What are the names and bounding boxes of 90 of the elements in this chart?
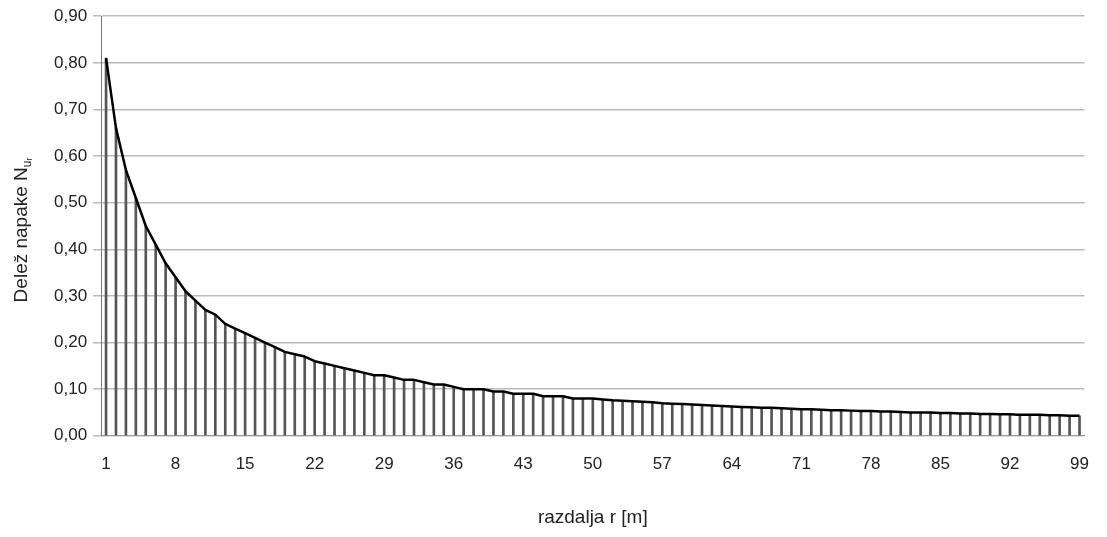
bar — [740, 406, 744, 436]
bar — [809, 408, 813, 436]
y-tick-label: 0,10 — [53, 378, 88, 398]
bar — [502, 391, 505, 436]
bar — [492, 391, 495, 436]
bar — [144, 225, 148, 436]
bar — [949, 412, 952, 436]
bar — [601, 399, 605, 436]
x-tick-label: 92 — [1000, 453, 1020, 473]
x-axis-title: razdalja r [m] — [537, 505, 648, 527]
bar — [790, 408, 793, 436]
bar — [978, 413, 982, 436]
bar — [909, 412, 912, 436]
bar — [780, 407, 783, 436]
bar — [174, 276, 177, 436]
bar — [353, 370, 356, 436]
bar — [511, 393, 515, 436]
bar — [819, 409, 823, 436]
y-tick-label: 0,00 — [53, 425, 88, 445]
x-tick-label: 78 — [861, 453, 881, 473]
x-tick-label: 36 — [444, 453, 464, 473]
y-tick-label: 0,70 — [53, 99, 88, 119]
bar — [1048, 414, 1052, 436]
bar — [382, 374, 386, 436]
bar — [829, 409, 833, 436]
bar — [680, 403, 684, 436]
bar — [621, 400, 624, 436]
x-tick-label: 1 — [101, 453, 111, 473]
bar — [531, 393, 535, 436]
x-tick-label: 8 — [170, 453, 181, 473]
x-tick-label: 50 — [583, 453, 603, 473]
bar — [1078, 415, 1081, 436]
y-tick-label: 0,40 — [53, 239, 88, 258]
x-tick-label: 64 — [722, 453, 742, 473]
bar — [223, 323, 227, 436]
bar — [343, 367, 346, 436]
x-tick-label: 29 — [374, 453, 394, 473]
bar — [800, 408, 803, 436]
bar — [919, 412, 922, 436]
y-tick-label: 0,60 — [53, 145, 88, 165]
x-tick-label: 71 — [791, 453, 811, 473]
y-tick-label: 0,80 — [53, 52, 88, 72]
bar — [760, 407, 763, 436]
bar — [303, 356, 307, 436]
bar — [929, 412, 932, 436]
bar — [184, 290, 187, 436]
bar — [233, 328, 237, 436]
bar — [770, 407, 773, 436]
bar — [482, 388, 485, 436]
bar — [521, 393, 525, 436]
bar — [660, 402, 664, 436]
bar — [323, 363, 326, 436]
x-tick-label: 15 — [235, 453, 255, 473]
bar — [442, 384, 446, 436]
bar — [968, 413, 972, 436]
bar — [651, 401, 654, 436]
bar — [293, 353, 297, 436]
bar — [611, 400, 614, 436]
bar — [631, 400, 634, 436]
bar — [889, 411, 893, 436]
bar — [899, 411, 903, 436]
bar — [313, 360, 316, 436]
bar — [472, 388, 475, 436]
bar — [670, 403, 674, 436]
x-tick-label: 99 — [1070, 453, 1089, 473]
bar — [939, 412, 942, 436]
bar — [641, 401, 644, 436]
bar — [362, 372, 366, 436]
bar — [372, 374, 376, 436]
bar — [591, 398, 595, 436]
bar — [750, 407, 754, 436]
bar — [1038, 414, 1042, 436]
x-tick-label: 85 — [930, 453, 950, 473]
bar — [1058, 414, 1061, 436]
y-tick-label: 0,90 — [53, 5, 88, 25]
y-tick-label: 0,30 — [53, 285, 88, 305]
bar — [452, 386, 456, 436]
x-tick-label: 22 — [305, 453, 325, 473]
x-tick-label: 43 — [513, 453, 533, 473]
bar — [958, 413, 962, 436]
bar — [333, 365, 336, 436]
x-tick-label: 57 — [652, 453, 672, 473]
bar — [164, 262, 167, 436]
bar — [213, 314, 217, 436]
bar — [462, 388, 465, 436]
bar — [194, 300, 197, 436]
bar — [154, 244, 158, 436]
y-tick-label: 0,20 — [53, 332, 88, 352]
y-tick-label: 0,50 — [53, 192, 88, 212]
bar — [204, 309, 207, 436]
